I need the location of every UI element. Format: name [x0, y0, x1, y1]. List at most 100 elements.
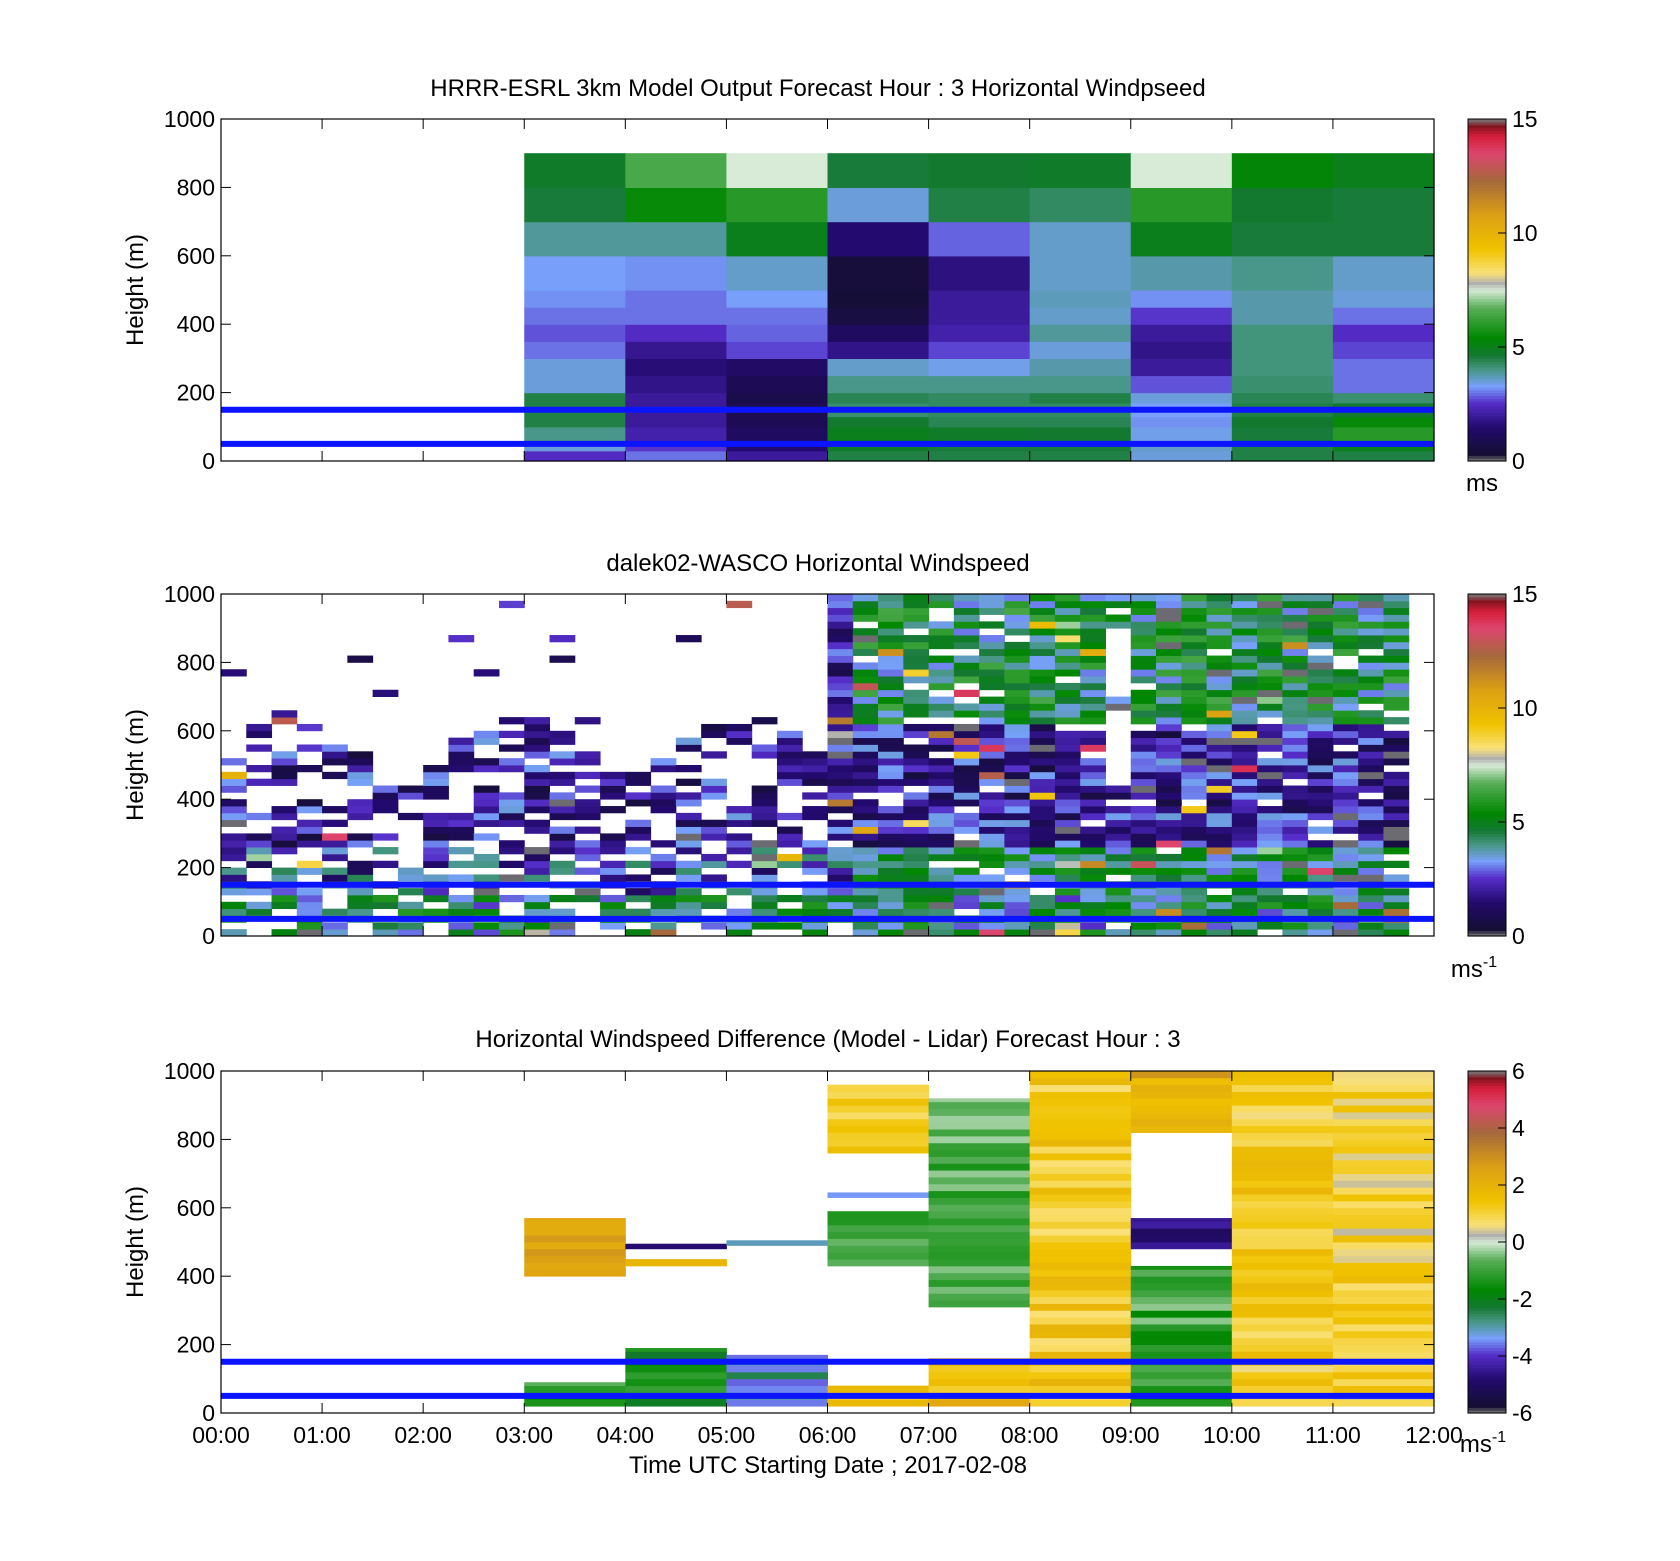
heatmap-cell: [1332, 1194, 1435, 1202]
heatmap-cell: [1257, 600, 1283, 609]
heatmap-cell: [827, 1192, 930, 1198]
heatmap-cell: [878, 744, 904, 752]
y-tick-label: 0: [202, 923, 215, 949]
heatmap-cell: [1130, 1269, 1233, 1277]
heatmap-cell: [1231, 628, 1258, 636]
colorbar-segment: [1468, 841, 1506, 846]
heatmap-cell: [423, 826, 449, 834]
panel3-x-ticks: 00:00 01:00 02:00 03:00 04:00 05:00 06:00 07:00…: [192, 1071, 1463, 1448]
colorbar-segment: [1468, 699, 1506, 703]
heatmap-cell: [878, 785, 904, 793]
heatmap-cell: [1231, 290, 1334, 308]
heatmap-cell: [827, 1139, 930, 1147]
heatmap-cell: [1231, 1194, 1334, 1202]
heatmap-cell: [1080, 621, 1106, 629]
colorbar-segment: [1468, 730, 1506, 735]
heatmap-cell: [878, 710, 904, 718]
heatmap-cell: [1029, 840, 1056, 848]
heatmap-cell: [1206, 908, 1233, 916]
heatmap-cell: [296, 901, 323, 910]
heatmap-cell: [1358, 894, 1384, 903]
heatmap-cell: [1358, 758, 1384, 766]
heatmap-cell: [524, 290, 626, 308]
heatmap-cell: [1029, 710, 1056, 718]
heatmap-cell: [726, 187, 829, 223]
colorbar-segment: [1468, 1253, 1506, 1257]
heatmap-cell: [751, 922, 778, 930]
heatmap-cell: [1029, 1248, 1132, 1257]
heatmap-cell: [1231, 730, 1258, 739]
heatmap-cell: [1156, 778, 1182, 786]
heatmap-cell: [1029, 723, 1056, 732]
colorbar-segment: [1468, 1247, 1506, 1252]
heatmap-cell: [1307, 607, 1334, 615]
heatmap-cell: [1130, 1385, 1233, 1393]
colorbar-segment: [1468, 1361, 1506, 1366]
heatmap-cell: [1181, 860, 1208, 868]
heatmap-cell: [802, 847, 828, 855]
colorbar-segment: [1468, 1313, 1506, 1317]
heatmap-cell: [1231, 682, 1258, 691]
colorbar-segment: [1468, 321, 1506, 325]
heatmap-cell: [1080, 655, 1106, 663]
heatmap-cell: [347, 655, 374, 663]
panel1-title: HRRR-ESRL 3km Model Output Forecast Hour…: [430, 75, 1205, 102]
heatmap-cell: [751, 785, 778, 793]
heatmap-cell: [726, 341, 829, 359]
heatmap-cell: [1231, 1118, 1334, 1127]
heatmap-cell: [1307, 771, 1334, 780]
heatmap-cell: [928, 628, 955, 636]
colorbar-segment: [1468, 696, 1506, 701]
heatmap-cell: [271, 867, 298, 875]
heatmap-cell: [953, 730, 980, 739]
heatmap-cell: [979, 703, 1005, 711]
colorbar-segment: [1468, 810, 1506, 815]
colorbar-segment: [1468, 907, 1506, 911]
heatmap-cell: [625, 771, 652, 780]
heatmap-cell: [1054, 806, 1081, 814]
heatmap-cell: [827, 737, 854, 745]
heatmap-cell: [1282, 758, 1309, 766]
heatmap-cell: [600, 867, 626, 875]
heatmap-cell: [1080, 826, 1106, 834]
panel1-colorbar-unit: ms: [1466, 470, 1498, 497]
heatmap-cell: [852, 799, 879, 807]
colorbar-segment: [1468, 727, 1506, 732]
heatmap-cell: [1282, 676, 1309, 684]
heatmap-cell: [1282, 641, 1309, 650]
heatmap-cell: [1257, 833, 1283, 841]
heatmap-cell: [1282, 730, 1309, 739]
heatmap-cell: [1080, 676, 1106, 684]
heatmap-cell: [1332, 1112, 1435, 1120]
heatmap-cell: [827, 826, 854, 834]
heatmap-cell: [827, 730, 854, 739]
colorbar-segment: [1468, 822, 1506, 826]
heatmap-cell: [1105, 594, 1132, 602]
heatmap-cell: [903, 874, 930, 882]
heatmap-cell: [1383, 840, 1410, 848]
heatmap-cell: [524, 392, 626, 404]
colorbar-segment: [1468, 335, 1506, 340]
heatmap-cell: [852, 669, 879, 677]
heatmap-cell: [1105, 853, 1132, 862]
heatmap-cell: [928, 1163, 1031, 1171]
heatmap-cell: [827, 860, 854, 868]
heatmap-cell: [549, 655, 576, 663]
colorbar-segment: [1468, 210, 1506, 214]
heatmap-cell: [827, 1224, 930, 1233]
heatmap-cell: [1004, 751, 1031, 759]
heatmap-cell: [1029, 819, 1056, 827]
heatmap-cell: [625, 341, 728, 359]
heatmap-cell: [903, 847, 930, 855]
y-tick-label: 800: [177, 649, 215, 675]
heatmap-cell: [1332, 1200, 1435, 1209]
heatmap-cell: [1231, 696, 1258, 704]
heatmap-cell: [878, 833, 904, 841]
colorbar-segment: [1468, 685, 1506, 689]
heatmap-cell: [1332, 290, 1435, 308]
colorbar-segment: [1468, 1299, 1506, 1303]
heatmap-cell: [928, 847, 955, 855]
heatmap-cell: [928, 1252, 1031, 1260]
heatmap-cell: [574, 771, 601, 780]
heatmap-cell: [498, 819, 525, 827]
